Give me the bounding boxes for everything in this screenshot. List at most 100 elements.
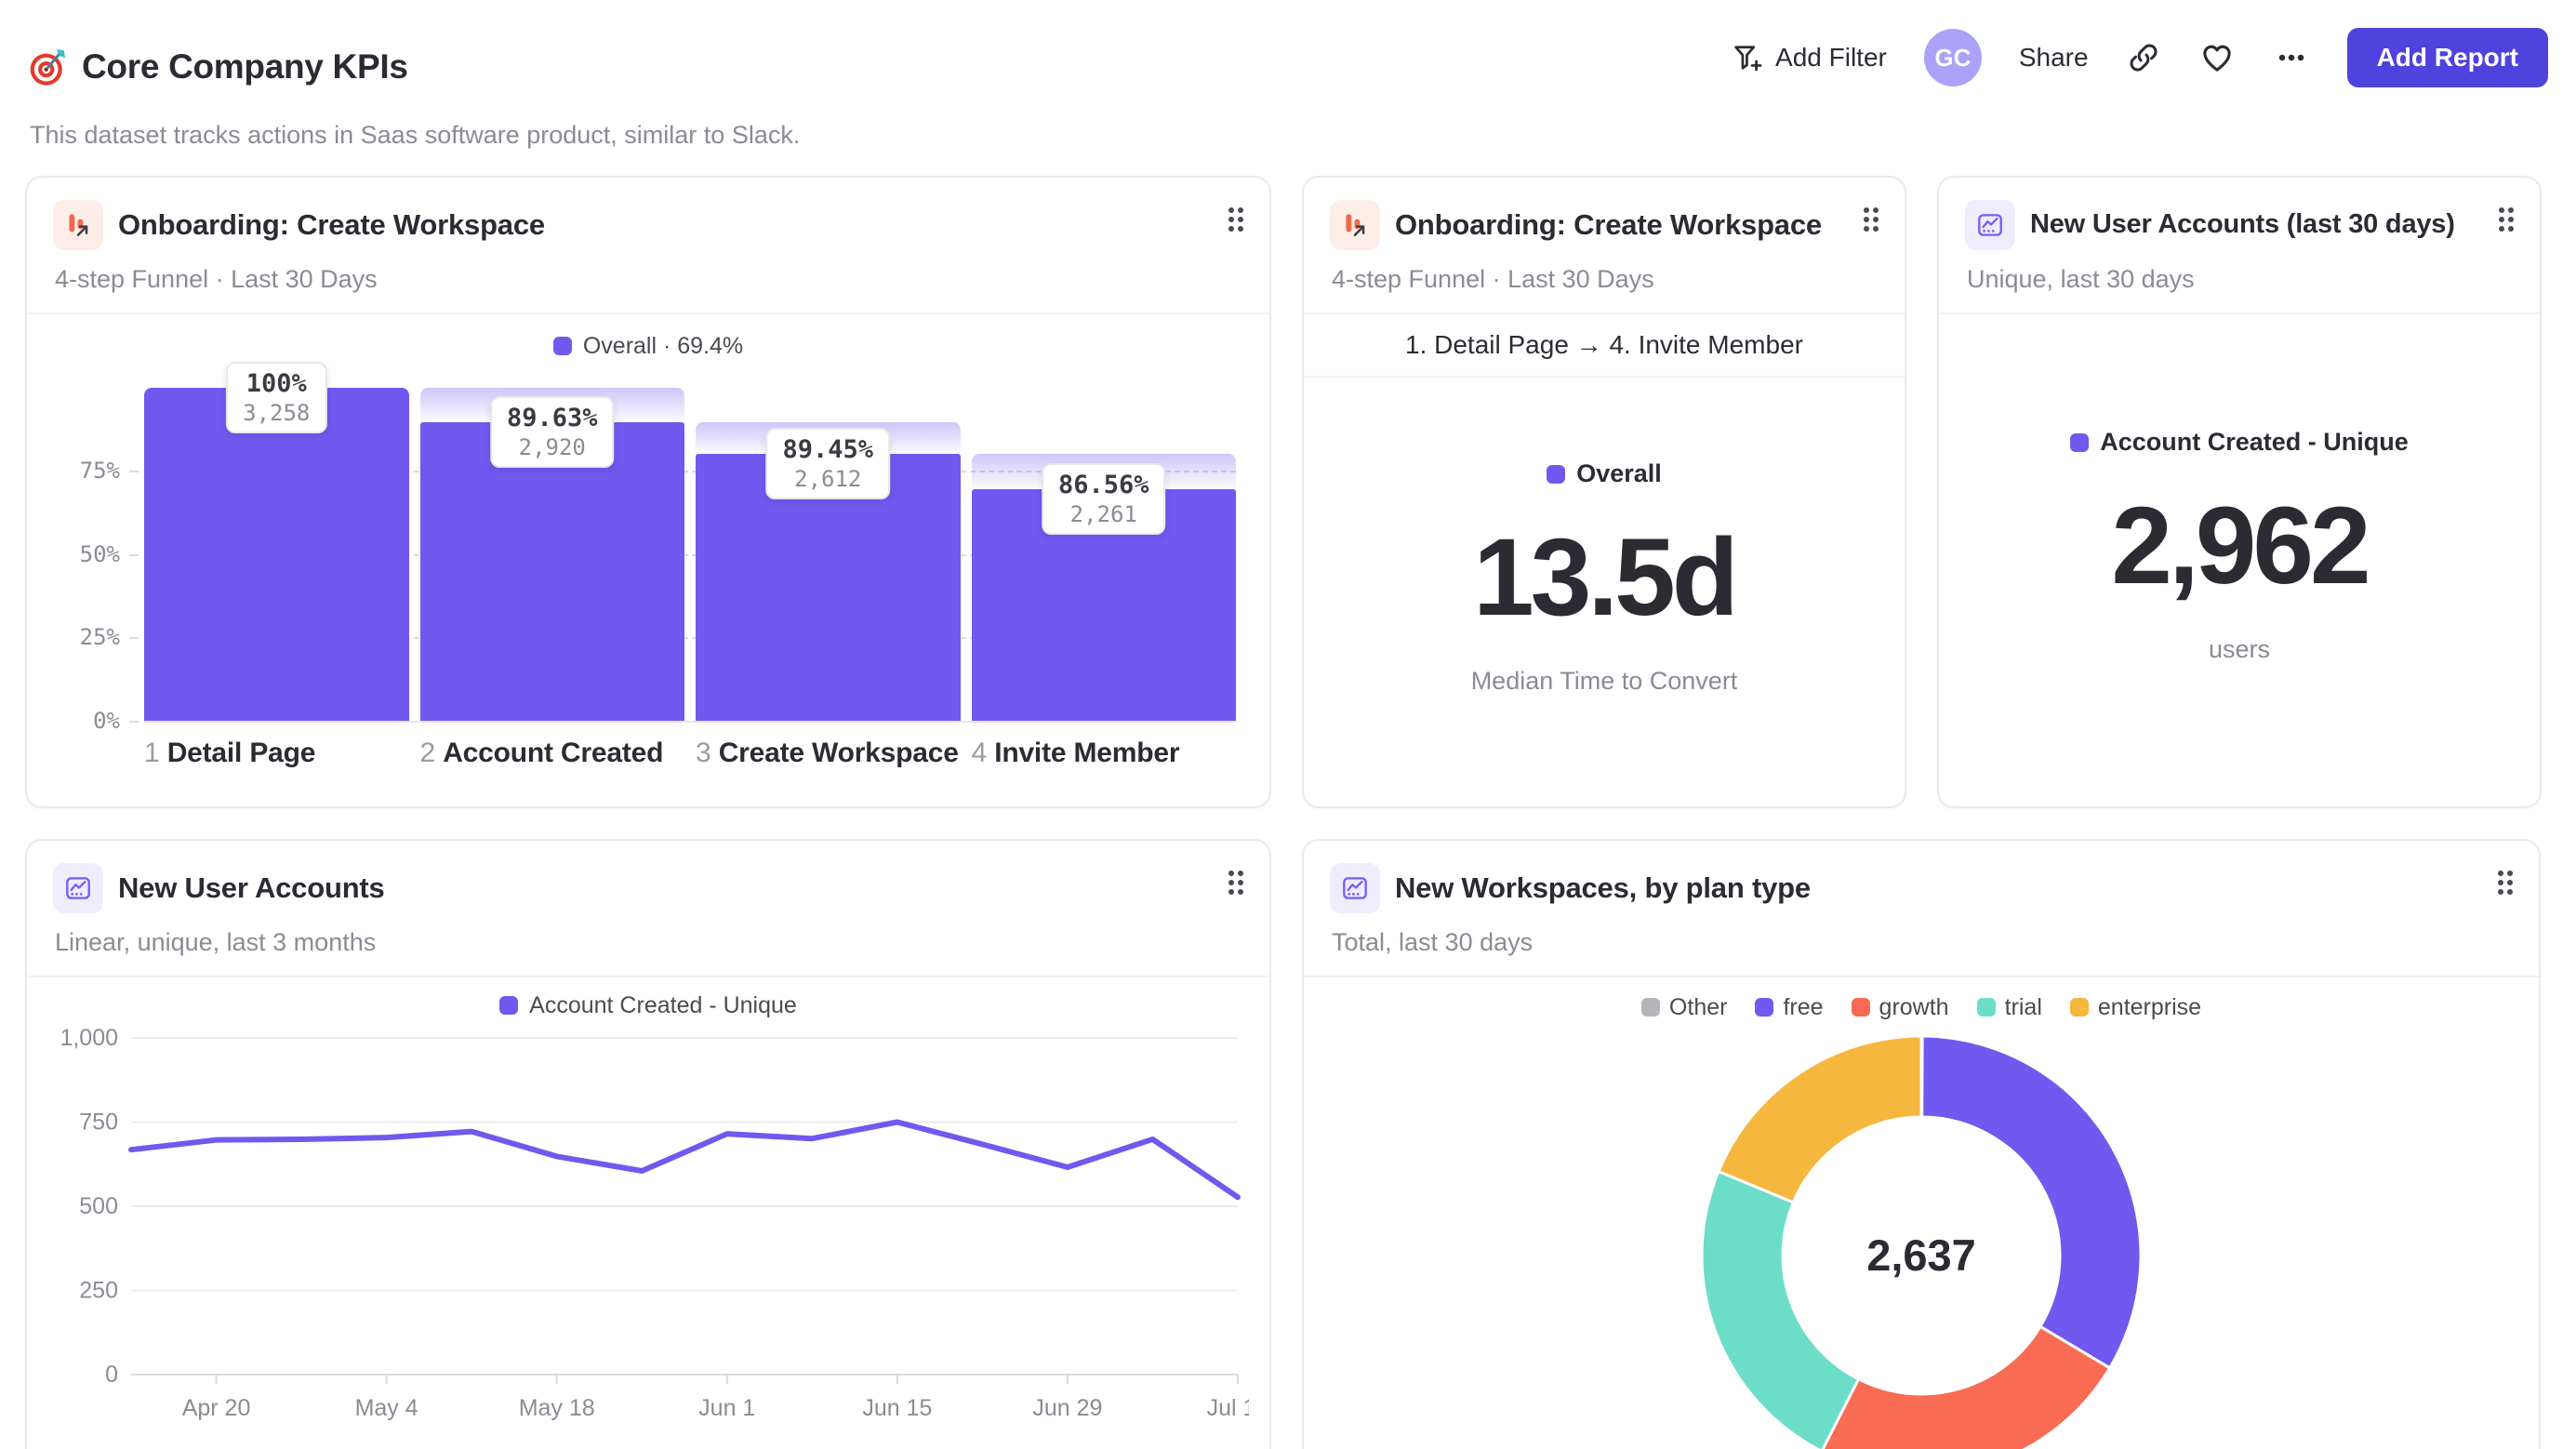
share-button[interactable]: Share [2019, 43, 2089, 73]
top-bar: Core Company KPIs This dataset tracks ac… [0, 0, 2576, 150]
legend-label: Account Created - Unique [529, 991, 797, 1018]
line-series[interactable] [128, 1119, 1241, 1200]
divider [27, 312, 1269, 314]
x-axis-label: Jun 15 [862, 1395, 932, 1421]
funnel-bar-tooltip: 86.56% 2,261 [1041, 463, 1166, 536]
drag-handle-icon[interactable] [2497, 206, 2516, 233]
donut-segment-growth[interactable] [1821, 1323, 2112, 1449]
funnel-count: 2,261 [1069, 501, 1137, 528]
legend-label: Overall [1576, 459, 1662, 488]
donut-segment-trial[interactable] [1700, 1169, 1861, 1449]
funnel-bar[interactable]: 89.63% 2,920 [419, 387, 684, 721]
target-icon [28, 47, 67, 86]
step-name: Detail Page [166, 737, 316, 768]
legend-item-growth[interactable]: growth [1851, 993, 1949, 1021]
x-axis-label: Jul 13 [1207, 1395, 1249, 1421]
heart-icon [2202, 45, 2231, 72]
legend-label: Overall · 69.4% [582, 332, 744, 359]
y-axis-tick [129, 720, 139, 723]
copy-link-button[interactable] [2126, 40, 2161, 75]
x-axis-label: May 4 [355, 1395, 418, 1421]
funnel-bar-fill [419, 421, 684, 721]
drag-handle-icon[interactable] [1227, 206, 1245, 233]
link-icon [2130, 44, 2158, 72]
card-title: Onboarding: Create Workspace [118, 207, 545, 241]
line-legend[interactable]: Account Created - Unique [51, 992, 1245, 1019]
donut-segment-free[interactable] [1920, 1034, 2143, 1370]
step-name: Create Workspace [718, 737, 959, 768]
share-label: Share [2018, 43, 2089, 72]
insights-report-icon [1330, 862, 1380, 913]
legend-item-free[interactable]: free [1755, 994, 1824, 1021]
funnel-report-icon [1330, 199, 1380, 250]
metric-caption: Median Time to Convert [1470, 667, 1738, 696]
legend-swatch [552, 337, 572, 356]
donut-segment-enterprise[interactable] [1717, 1034, 1923, 1204]
legend-label: Other [1668, 993, 1728, 1020]
y-axis-tick [129, 637, 139, 640]
more-button[interactable] [2273, 39, 2310, 76]
funnel-step-label: 4 Invite Member [972, 738, 1237, 769]
y-axis-label: 0 [105, 1362, 118, 1388]
favorite-button[interactable] [2198, 39, 2236, 76]
funnel-bar[interactable]: 89.45% 2,612 [696, 388, 961, 721]
card-subtitle: Unique, last 30 days [1967, 264, 2195, 293]
insights-report-icon [1965, 199, 2015, 250]
card-new-users-30d: New User Accounts (last 30 days) Unique,… [1937, 175, 2542, 808]
funnel-chart: Overall · 69.4% 75% 50% 25% 0% 100% 3,25… [27, 314, 1269, 769]
funnel-bar-tooltip: 89.45% 2,612 [765, 427, 891, 499]
y-axis-label: 75% [79, 458, 120, 485]
divider [27, 975, 1269, 977]
legend-swatch [2070, 432, 2090, 452]
legend-swatch [1640, 998, 1660, 1017]
funnel-count: 2,920 [518, 433, 586, 460]
donut-legend: Other free growth trial enterprise [1640, 993, 2201, 1021]
funnel-bar[interactable]: 100% 3,258 [144, 361, 409, 721]
x-axis-label: Jun 1 [698, 1395, 755, 1421]
gridline [144, 471, 1236, 473]
funnel-bar[interactable]: 86.56% 2,261 [971, 388, 1236, 721]
board-grid: Onboarding: Create Workspace 4-step Funn… [0, 150, 2576, 1449]
step-number: 3 [696, 737, 711, 768]
card-subtitle: Total, last 30 days [1332, 927, 1534, 956]
drag-handle-icon[interactable] [2496, 869, 2515, 897]
legend-swatch [1755, 998, 1774, 1017]
avatar[interactable]: GC [1923, 29, 1982, 86]
legend-item-trial[interactable]: trial [1976, 994, 2042, 1021]
card-title: Onboarding: Create Workspace [1395, 207, 1822, 241]
funnel-legend[interactable]: Overall · 69.4% [55, 333, 1242, 360]
y-axis-label: 1,000 [60, 1029, 118, 1051]
legend-item-enterprise[interactable]: enterprise [2069, 994, 2201, 1021]
funnel-bar-fill [144, 387, 409, 721]
legend-label: growth [1879, 993, 1949, 1020]
gridline [144, 553, 1236, 556]
funnel-step-label: 2 Account Created [420, 738, 685, 769]
board-heading: Core Company KPIs This dataset tracks ac… [28, 24, 800, 150]
line-chart: Account Created - Unique 1,000 750 500 2… [27, 977, 1269, 1449]
metric-caption: users [2208, 635, 2271, 664]
divider [1304, 975, 2539, 977]
funnel-step-label: 1 Detail Page [144, 738, 409, 769]
metric-legend[interactable]: Account Created - Unique [2070, 428, 2409, 457]
x-axis-label: May 18 [519, 1395, 595, 1421]
funnel-range-label: 1. Detail Page → 4. Invite Member [1304, 314, 1905, 378]
donut-center-value: 2,637 [1866, 1230, 1976, 1280]
page-subtitle: This dataset tracks actions in Saas soft… [30, 120, 801, 149]
funnel-conversion-pct: 89.45% [782, 434, 874, 464]
step-number: 4 [971, 737, 988, 768]
drag-handle-icon[interactable] [1227, 869, 1245, 897]
drag-handle-icon[interactable] [1862, 206, 1880, 233]
funnel-count: 3,258 [243, 399, 311, 426]
metric-value: 13.5d [1473, 516, 1739, 640]
card-title: New User Accounts [118, 871, 385, 904]
legend-item-Other[interactable]: Other [1640, 993, 1728, 1021]
add-filter-button[interactable]: Add Filter [1731, 41, 1887, 74]
gridline [144, 720, 1236, 723]
funnel-report-icon [53, 199, 103, 250]
y-axis-tick [129, 553, 139, 556]
card-subtitle: 4-step Funnel · Last 30 Days [55, 264, 378, 293]
metric-legend[interactable]: Overall [1547, 459, 1662, 488]
card-new-users-line: New User Accounts Linear, unique, last 3… [25, 838, 1271, 1449]
add-report-button[interactable]: Add Report [2346, 28, 2548, 87]
card-onboarding-funnel: Onboarding: Create Workspace 4-step Funn… [25, 175, 1271, 808]
